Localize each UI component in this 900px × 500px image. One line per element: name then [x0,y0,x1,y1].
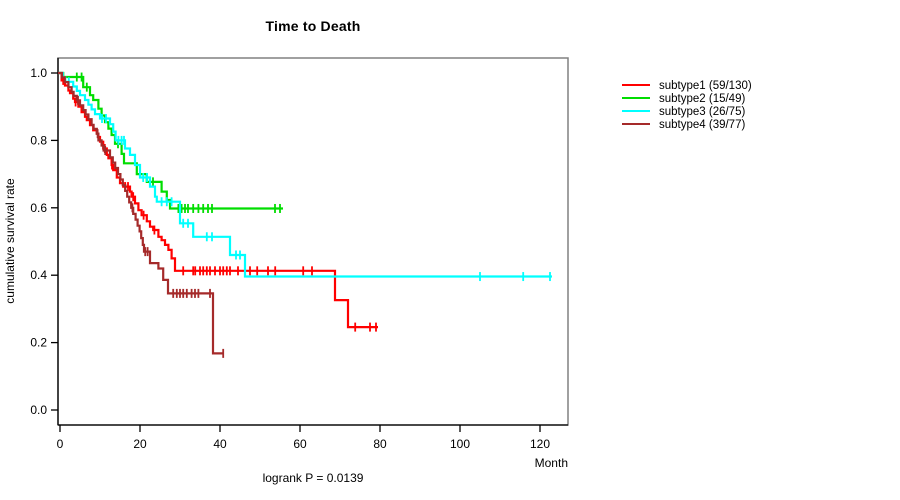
tick-labels: 0.0 0.2 0.4 0.6 0.8 1.0 0 20 40 60 80 100 120 [30,66,550,451]
legend-line-swatch-subtype3 [622,109,650,112]
legend-label-subtype4: subtype4 (39/77) [659,119,746,131]
y-tick-label: 0.6 [30,201,47,215]
censor-marks-4 [77,95,225,358]
x-tick-label: 20 [133,437,147,451]
censor-marks-2 [75,72,281,213]
x-tick-label: 120 [530,437,550,451]
x-tick-label: 60 [293,437,307,451]
tick-marks [51,72,541,432]
plot-frame [57,57,569,426]
legend-line-swatch-subtype1 [622,83,650,86]
legend-label-subtype2: subtype2 (15/49) [659,93,746,105]
logrank-p-annotation: logrank P = 0.0139 [262,471,364,485]
legend-label-subtype1: subtype1 (59/130) [659,80,752,92]
x-tick-label: 40 [213,437,227,451]
plot-title: Time to Death [265,18,361,34]
legend-line-swatch-subtype4 [622,122,650,125]
survival-curve-4 [58,71,224,355]
legend-item-subtype4: subtype4 (39/77) [622,119,752,132]
y-tick-label: 0.8 [30,133,47,147]
x-axis-unit-label: Month [534,456,568,470]
y-tick-label: 0.2 [30,336,47,350]
legend: subtype1 (59/130) subtype2 (15/49) subty… [622,80,752,132]
legend-item-subtype1: subtype1 (59/130) [622,80,752,93]
y-axis-label: cumulative survival rate [3,178,17,304]
survival-curve-2 [58,71,283,210]
legend-item-subtype3: subtype3 (26/75) [622,106,752,119]
censor-marks-1 [62,75,377,332]
x-tick-label: 100 [450,437,470,451]
x-tick-label: 80 [373,437,387,451]
legend-item-subtype2: subtype2 (15/49) [622,93,752,106]
legend-line-swatch-subtype2 [622,96,650,99]
y-tick-label: 1.0 [30,66,47,80]
y-tick-label: 0.4 [30,268,47,282]
survival-curve-3 [58,71,552,278]
survival-curve-1 [58,71,378,329]
censor-marks-3 [67,77,551,282]
x-tick-label: 0 [57,437,64,451]
legend-label-subtype3: subtype3 (26/75) [659,106,746,118]
axes [57,58,568,426]
y-tick-label: 0.0 [30,403,47,417]
